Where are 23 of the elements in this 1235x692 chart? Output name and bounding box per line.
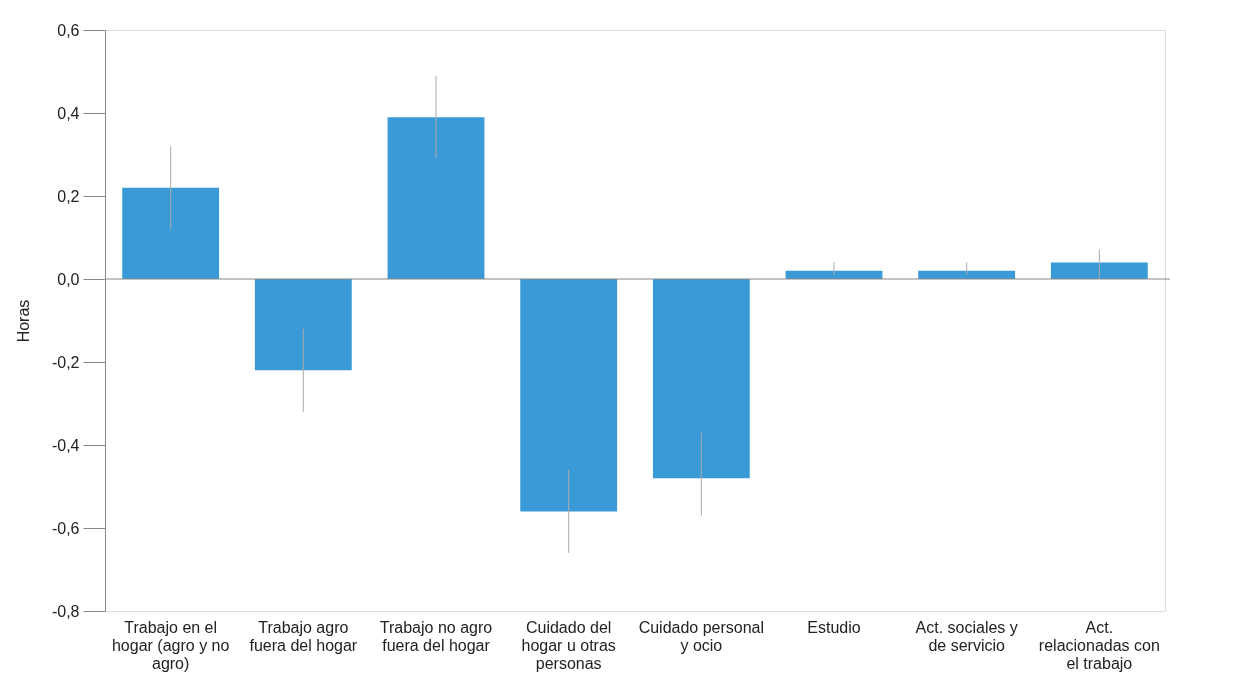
y-tick-label: -0,6 (51, 519, 80, 537)
y-tick-label: -0,8 (51, 602, 80, 620)
x-tick-label: Cuidado del hogar u otras personas (521, 618, 616, 672)
y-tick-label: 0,6 (57, 21, 80, 39)
bar (387, 117, 485, 279)
y-tick-label: 0,4 (57, 104, 80, 122)
bar (652, 279, 750, 479)
bar (254, 279, 352, 371)
y-tick-label: 0,0 (57, 270, 80, 288)
x-tick-label: Act. sociales y de servicio (915, 618, 1018, 654)
x-tick-label: Trabajo agro fuera del hogar (249, 618, 358, 654)
x-tick-label: Act. relacionadas con el trabajo (1038, 618, 1160, 672)
bar (122, 187, 220, 279)
bar (1050, 262, 1148, 279)
y-axis-title: Horas (14, 299, 32, 343)
x-tick-label: Estudio (807, 618, 861, 636)
y-tick-label: -0,4 (51, 436, 80, 454)
y-tick-label: 0,2 (57, 187, 80, 205)
x-tick-label: Cuidado personal y ocio (638, 618, 765, 654)
bar (520, 279, 618, 512)
y-tick-label: -0,2 (51, 353, 80, 371)
x-tick-label: Trabajo no agro fuera del hogar (379, 618, 493, 654)
x-tick-label: Trabajo en el hogar (agro y no agro) (111, 618, 230, 672)
